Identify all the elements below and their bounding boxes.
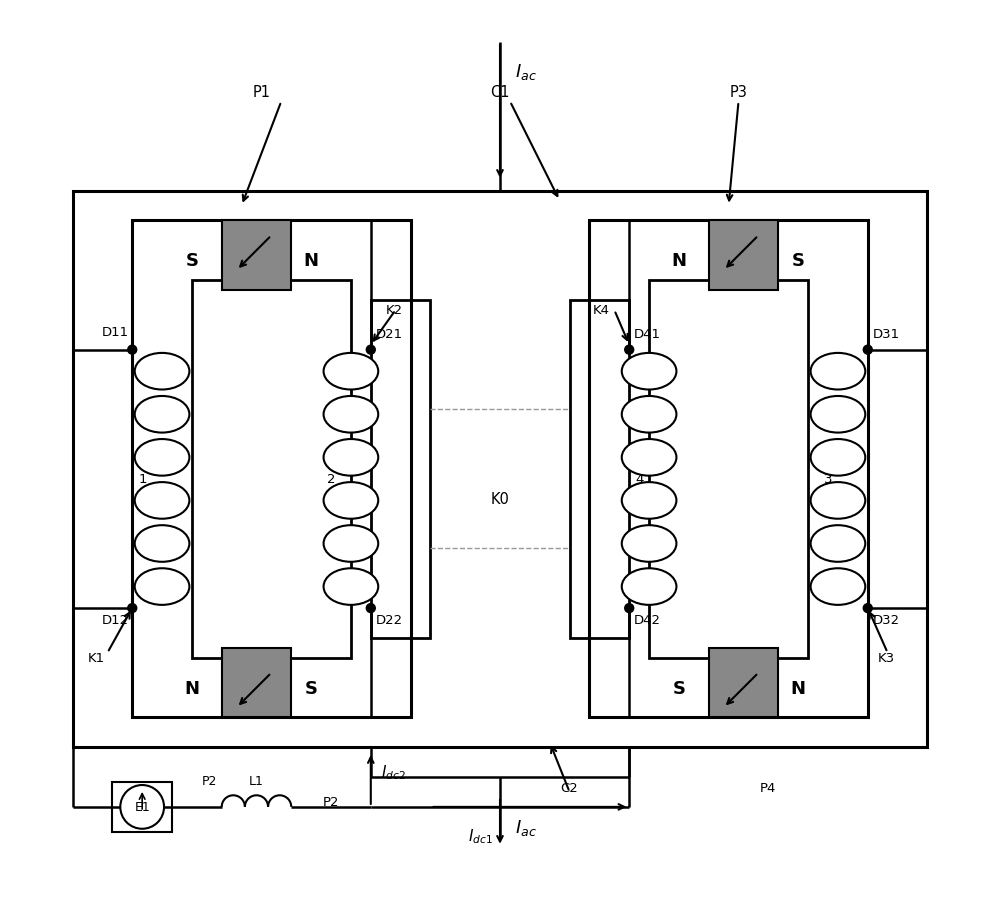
Text: S: S xyxy=(305,679,318,697)
Ellipse shape xyxy=(324,526,378,562)
Text: D21: D21 xyxy=(376,327,403,340)
Ellipse shape xyxy=(324,396,378,433)
Text: K4: K4 xyxy=(592,304,609,317)
Ellipse shape xyxy=(135,569,189,606)
Ellipse shape xyxy=(622,482,676,519)
Ellipse shape xyxy=(811,354,865,390)
Text: P4: P4 xyxy=(760,780,777,794)
Ellipse shape xyxy=(135,526,189,562)
Text: 2: 2 xyxy=(327,473,336,486)
Bar xyxy=(192,281,351,658)
Ellipse shape xyxy=(135,482,189,519)
Ellipse shape xyxy=(622,439,676,476)
Text: D42: D42 xyxy=(634,613,661,627)
Text: N: N xyxy=(184,679,199,697)
Bar xyxy=(222,648,291,718)
Text: 4: 4 xyxy=(636,473,644,486)
Ellipse shape xyxy=(811,396,865,433)
Text: D31: D31 xyxy=(873,327,900,340)
Bar xyxy=(371,301,430,638)
Text: $I_{dc1}$: $I_{dc1}$ xyxy=(468,827,493,845)
Ellipse shape xyxy=(622,396,676,433)
Ellipse shape xyxy=(324,354,378,390)
Bar xyxy=(222,221,291,290)
Circle shape xyxy=(366,346,375,355)
Ellipse shape xyxy=(324,482,378,519)
Text: C1: C1 xyxy=(490,85,510,99)
Bar xyxy=(112,782,172,832)
Circle shape xyxy=(625,346,634,355)
Text: D11: D11 xyxy=(102,325,129,338)
Text: P1: P1 xyxy=(252,85,270,99)
Ellipse shape xyxy=(135,439,189,476)
Ellipse shape xyxy=(811,526,865,562)
Bar xyxy=(709,648,778,718)
Text: P2: P2 xyxy=(201,774,217,788)
Text: D12: D12 xyxy=(102,613,129,627)
Text: K1: K1 xyxy=(88,652,105,664)
Ellipse shape xyxy=(324,439,378,476)
Circle shape xyxy=(625,604,634,613)
Bar xyxy=(649,281,808,658)
Ellipse shape xyxy=(811,439,865,476)
Circle shape xyxy=(128,346,137,355)
Text: K0: K0 xyxy=(491,492,509,506)
Text: $I_{dc2}$: $I_{dc2}$ xyxy=(381,763,406,781)
Text: K3: K3 xyxy=(878,652,895,664)
Text: N: N xyxy=(304,252,319,270)
Circle shape xyxy=(128,604,137,613)
Circle shape xyxy=(863,346,872,355)
Text: P2: P2 xyxy=(323,796,339,809)
Text: D22: D22 xyxy=(376,613,403,627)
Text: S: S xyxy=(792,252,805,270)
Ellipse shape xyxy=(811,569,865,606)
Ellipse shape xyxy=(622,526,676,562)
Text: N: N xyxy=(671,252,686,270)
Circle shape xyxy=(366,604,375,613)
Text: D32: D32 xyxy=(873,613,900,627)
Bar xyxy=(709,221,778,290)
Text: S: S xyxy=(185,252,198,270)
Text: S: S xyxy=(672,679,685,697)
Ellipse shape xyxy=(324,569,378,606)
Text: $I_{ac}$: $I_{ac}$ xyxy=(515,817,537,837)
Text: E1: E1 xyxy=(134,800,150,813)
Circle shape xyxy=(863,604,872,613)
Text: N: N xyxy=(791,679,806,697)
Text: L1: L1 xyxy=(249,774,264,788)
Text: C2: C2 xyxy=(561,780,578,794)
Ellipse shape xyxy=(622,569,676,606)
Ellipse shape xyxy=(135,354,189,390)
Bar xyxy=(132,221,411,718)
Text: 1: 1 xyxy=(139,473,147,486)
Text: K2: K2 xyxy=(386,304,403,317)
Ellipse shape xyxy=(622,354,676,390)
Text: $I_{ac}$: $I_{ac}$ xyxy=(515,62,537,83)
Bar xyxy=(589,221,868,718)
Text: D41: D41 xyxy=(634,327,661,340)
Bar xyxy=(570,301,629,638)
Text: 3: 3 xyxy=(824,473,833,486)
Bar xyxy=(73,191,927,747)
Text: P3: P3 xyxy=(730,85,747,99)
Ellipse shape xyxy=(135,396,189,433)
Ellipse shape xyxy=(811,482,865,519)
